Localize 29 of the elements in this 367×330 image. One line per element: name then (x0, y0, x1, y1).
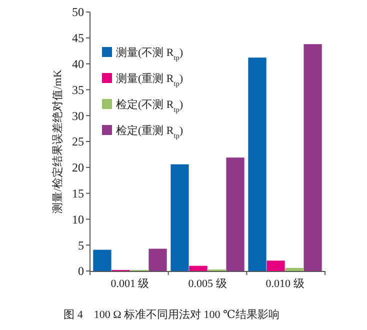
bar (189, 266, 208, 271)
y-tick-label: 40 (72, 57, 84, 71)
bar (266, 260, 285, 271)
y-tick-label: 35 (72, 82, 84, 97)
legend-label: 测量(不测 R$_{tp}$) (116, 46, 184, 62)
x-tick-label: 0.001 级 (110, 278, 150, 290)
y-tick-label: 50 (72, 5, 84, 20)
bar (93, 250, 112, 271)
bar (304, 44, 322, 271)
legend-label: 检定(重测 R$_{tp}$) (116, 124, 184, 140)
text: 图 4 100 Ω 标准不同用法对 100 ℃结果影响 (64, 308, 280, 321)
y-axis-title: 测量/检定结果误差绝对值/mK (51, 70, 64, 214)
y-tick-label: 25 (72, 134, 84, 149)
y-tick-label: 0 (78, 264, 84, 278)
bar (170, 164, 189, 271)
y-tick-label: 30 (72, 108, 84, 123)
bar (148, 248, 167, 271)
bar (226, 158, 244, 271)
x-tick-label: 0.005 级 (188, 278, 227, 290)
legend-label: 检定(不测 R$_{tp}$) (116, 98, 184, 114)
y-tick-label: 5 (78, 238, 84, 252)
y-tick-label: 20 (72, 160, 84, 175)
y-tick-label: 15 (72, 186, 84, 200)
legend-label: 测量(重测 R$_{tp}$) (116, 72, 184, 88)
y-tick-label: 45 (72, 31, 84, 46)
y-tick-label: 10 (72, 212, 84, 226)
bar (248, 58, 266, 271)
bar (285, 268, 304, 271)
x-tick-label: 0.010 级 (266, 278, 304, 290)
